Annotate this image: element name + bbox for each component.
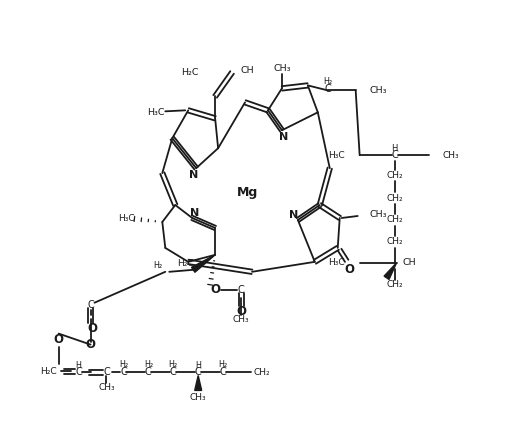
Text: CH₃: CH₃ [273,64,290,73]
Text: C: C [237,285,244,295]
Text: H₃C: H₃C [118,215,134,224]
Text: H₂: H₂ [218,360,227,369]
Text: C: C [120,368,127,377]
Text: H₃C: H₃C [327,151,344,160]
Text: C: C [390,150,397,160]
Text: H₃C: H₃C [327,258,344,267]
Text: H₂: H₂ [168,360,178,369]
Text: CH: CH [402,258,415,267]
Polygon shape [191,255,215,272]
Text: CH₂: CH₂ [385,238,402,246]
Text: C: C [87,300,94,310]
Text: H₂C: H₂C [177,259,193,268]
Text: C: C [75,368,82,377]
Text: O: O [236,305,245,318]
Text: CH₃: CH₃ [98,383,115,392]
Text: H₃C: H₃C [147,108,164,117]
Text: C: C [103,368,109,377]
Polygon shape [383,263,396,280]
Text: O: O [86,338,95,351]
Text: H: H [390,144,397,153]
Text: O: O [53,333,64,346]
Text: O: O [210,283,220,296]
Text: H: H [75,361,81,370]
Text: CH₂: CH₂ [385,280,402,289]
Text: CH: CH [240,66,253,75]
Text: H₂: H₂ [144,360,153,369]
Text: N: N [189,208,199,218]
Text: Mg: Mg [236,186,257,198]
Text: CH₂: CH₂ [252,368,269,377]
Text: C: C [169,368,176,377]
Text: N: N [279,132,288,142]
Text: H₂: H₂ [119,360,128,369]
Text: O: O [344,264,354,276]
Text: CH₃: CH₃ [369,210,386,219]
Text: C: C [194,368,201,377]
Text: CH₃: CH₃ [189,393,206,402]
Text: CH₃: CH₃ [232,315,249,324]
Text: N: N [289,210,298,220]
Text: CH₂: CH₂ [385,215,402,224]
Text: N: N [188,170,197,180]
Text: CH₂: CH₂ [385,170,402,180]
Text: H: H [195,361,201,370]
Text: H₂C: H₂C [180,68,198,77]
Polygon shape [194,375,201,391]
Text: CH₂: CH₂ [385,193,402,203]
Text: H₂: H₂ [153,261,161,270]
Text: H₂C: H₂C [40,367,57,376]
Text: H₂: H₂ [323,77,332,86]
Text: CH₃: CH₃ [369,86,386,95]
Text: CH₃: CH₃ [441,151,458,160]
Text: O: O [88,322,97,335]
Text: C: C [324,85,330,94]
Text: C: C [219,368,226,377]
Text: C: C [145,368,151,377]
